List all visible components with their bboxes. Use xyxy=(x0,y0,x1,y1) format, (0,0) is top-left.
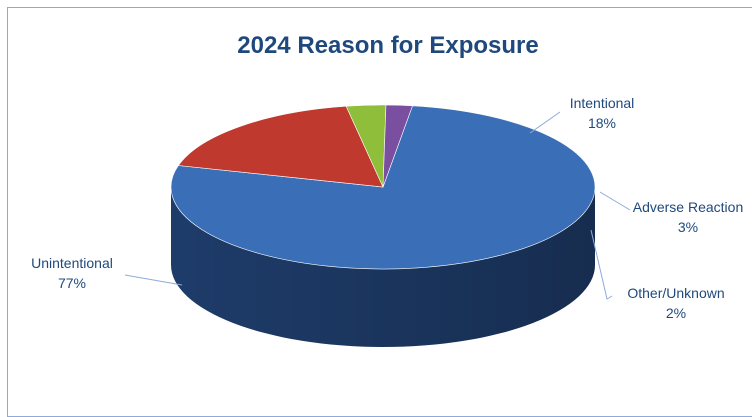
leader-line-1 xyxy=(529,111,561,134)
leader-line-0 xyxy=(124,274,183,286)
slice-label-2: Adverse Reaction xyxy=(633,199,744,215)
chart-title: 2024 Reason for Exposure xyxy=(237,32,539,59)
slice-label-0: Unintentional xyxy=(31,255,113,271)
pie-slice-unintentional xyxy=(170,105,596,270)
slice-percent-3: 2% xyxy=(666,305,686,321)
slice-label-3: Other/Unknown xyxy=(627,285,724,301)
slice-percent-2: 3% xyxy=(678,219,698,235)
pie-side-shade-0-0 xyxy=(171,187,595,347)
leader-line-3 xyxy=(590,229,613,300)
slice-label-1: Intentional xyxy=(570,95,635,111)
pie-slice-intentional xyxy=(177,105,384,188)
slice-percent-1: 18% xyxy=(588,115,616,131)
leader-line-2 xyxy=(599,191,631,211)
pie-chart: Unintentional 77% Intentional 18% Adverse Re… xyxy=(31,95,744,347)
pie-slice-other-unknown xyxy=(382,104,413,188)
slice-percent-0: 77% xyxy=(58,275,86,291)
